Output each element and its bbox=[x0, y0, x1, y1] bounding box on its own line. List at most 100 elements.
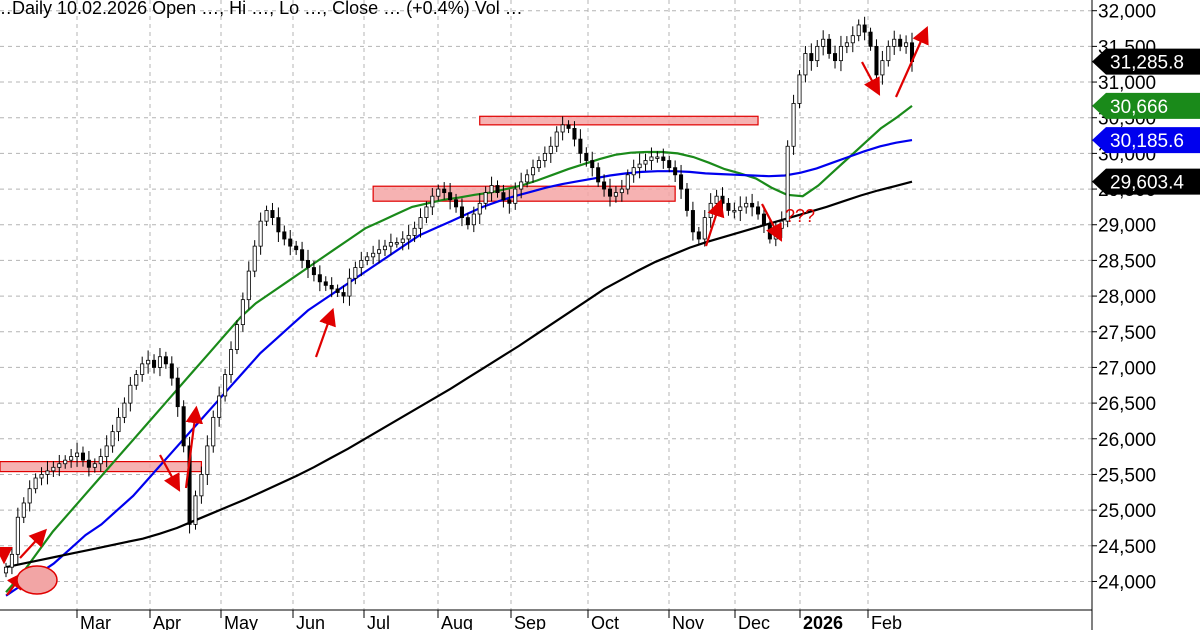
y-tick-label: 27,000 bbox=[1098, 358, 1156, 379]
candle-body bbox=[128, 384, 133, 404]
candle-body bbox=[548, 145, 553, 154]
price-tag-shape bbox=[1092, 127, 1200, 154]
trend-arrow bbox=[894, 25, 929, 98]
x-tick-label: Dec bbox=[738, 613, 770, 630]
candle-body bbox=[827, 38, 832, 54]
candle-body bbox=[637, 163, 642, 169]
candle-body bbox=[714, 195, 719, 204]
candle-body bbox=[513, 188, 518, 204]
candle-body bbox=[560, 124, 565, 133]
candle-body bbox=[258, 220, 263, 247]
candle-body bbox=[86, 459, 91, 468]
candle-body bbox=[767, 224, 772, 240]
candle-body bbox=[146, 359, 151, 365]
price-tag: 30,666 bbox=[1092, 92, 1200, 119]
candle-body bbox=[756, 206, 761, 215]
candle-body bbox=[140, 363, 145, 375]
y-tick-label: 24,500 bbox=[1098, 537, 1156, 558]
candle-body bbox=[483, 192, 488, 204]
candle-body bbox=[684, 188, 689, 211]
candle-body bbox=[856, 24, 861, 37]
candle-body bbox=[886, 45, 891, 62]
price-tags: 31,285.8 30,666 30,185.6 29,603.4 bbox=[1092, 48, 1200, 195]
candle-body bbox=[317, 274, 322, 283]
x-tick-label: Apr bbox=[153, 613, 181, 630]
y-tick-label: 32,000 bbox=[1098, 2, 1156, 23]
candle-body bbox=[578, 138, 583, 154]
candle-body bbox=[892, 38, 897, 47]
candle-body bbox=[880, 60, 885, 76]
candle-body bbox=[454, 199, 459, 208]
candle-body bbox=[412, 227, 417, 236]
candle-body bbox=[234, 324, 239, 350]
price-tag: 29,603.4 bbox=[1092, 168, 1200, 195]
y-tick-label: 25,500 bbox=[1098, 465, 1156, 486]
price-tag-shape bbox=[1092, 92, 1200, 119]
candle-body bbox=[276, 217, 281, 233]
candle-body bbox=[116, 416, 121, 433]
trend-arrow bbox=[314, 307, 336, 358]
candle-body bbox=[525, 174, 530, 183]
price-tag-shape bbox=[1092, 168, 1200, 195]
candle-body bbox=[418, 217, 423, 229]
candle-body bbox=[803, 53, 808, 76]
candle-body bbox=[459, 206, 464, 219]
y-tick-label: 29,000 bbox=[1098, 216, 1156, 237]
candle-body bbox=[187, 445, 192, 525]
candle-body bbox=[57, 463, 62, 468]
candle-body bbox=[104, 445, 109, 458]
candle-body bbox=[572, 128, 577, 140]
candle-body bbox=[341, 292, 346, 297]
x-tick-label: Jul bbox=[367, 613, 390, 630]
candle-body bbox=[288, 238, 293, 247]
candle-body bbox=[448, 192, 453, 201]
candle-body bbox=[311, 267, 316, 276]
candle-body bbox=[625, 174, 630, 190]
y-tick-label: 24,000 bbox=[1098, 572, 1156, 593]
candle-body bbox=[833, 53, 838, 62]
x-tick-label: May bbox=[224, 613, 258, 630]
trend-arrow bbox=[184, 405, 204, 489]
candle-body bbox=[193, 495, 198, 525]
y-axis-ticks: 24,000 24,500 25,000 25,500 26,000 26,500 27,0… bbox=[1092, 2, 1156, 593]
candle-body bbox=[679, 174, 684, 190]
candle-body bbox=[844, 42, 849, 47]
candle-body bbox=[519, 181, 524, 190]
candle-body bbox=[394, 242, 399, 245]
candle-body bbox=[649, 156, 654, 161]
sma_fast-line bbox=[5, 105, 913, 593]
candle-body bbox=[157, 356, 162, 368]
trend-arrow bbox=[704, 198, 725, 247]
candle-body bbox=[708, 202, 713, 219]
x-axis-ticks: Mar Apr May Jun Jul Aug Sep Oct Nov Dec 2026 Feb bbox=[76, 610, 902, 630]
highlight-circle bbox=[16, 565, 58, 595]
candle-body bbox=[217, 395, 222, 418]
candle-body bbox=[477, 202, 482, 215]
x-tick-label: Jun bbox=[296, 613, 325, 630]
x-tick-label: 2026 bbox=[803, 613, 843, 630]
x-tick-label: Oct bbox=[591, 613, 619, 630]
candle-body bbox=[874, 45, 879, 76]
candle-body bbox=[240, 299, 245, 326]
candle-body bbox=[229, 349, 234, 375]
question-annotation: ??? bbox=[785, 206, 815, 226]
candle-body bbox=[690, 210, 695, 233]
candle-body bbox=[175, 377, 180, 408]
price-tag-label: 30,666 bbox=[1110, 97, 1168, 118]
candle-body bbox=[442, 188, 447, 194]
y-tick-label: 28,000 bbox=[1098, 287, 1156, 308]
candle-body bbox=[661, 156, 666, 161]
candle-body bbox=[596, 167, 601, 183]
candle-body bbox=[643, 160, 648, 165]
candle-body bbox=[489, 185, 494, 194]
candle-body bbox=[69, 456, 74, 461]
candle-body bbox=[27, 488, 32, 504]
candle-body bbox=[424, 206, 429, 219]
candle-body bbox=[430, 195, 435, 208]
price-tag: 31,285.8 bbox=[1092, 48, 1200, 75]
candle-body bbox=[92, 463, 97, 468]
price-tag: 30,185.6 bbox=[1092, 127, 1200, 154]
candle-body bbox=[223, 374, 228, 397]
